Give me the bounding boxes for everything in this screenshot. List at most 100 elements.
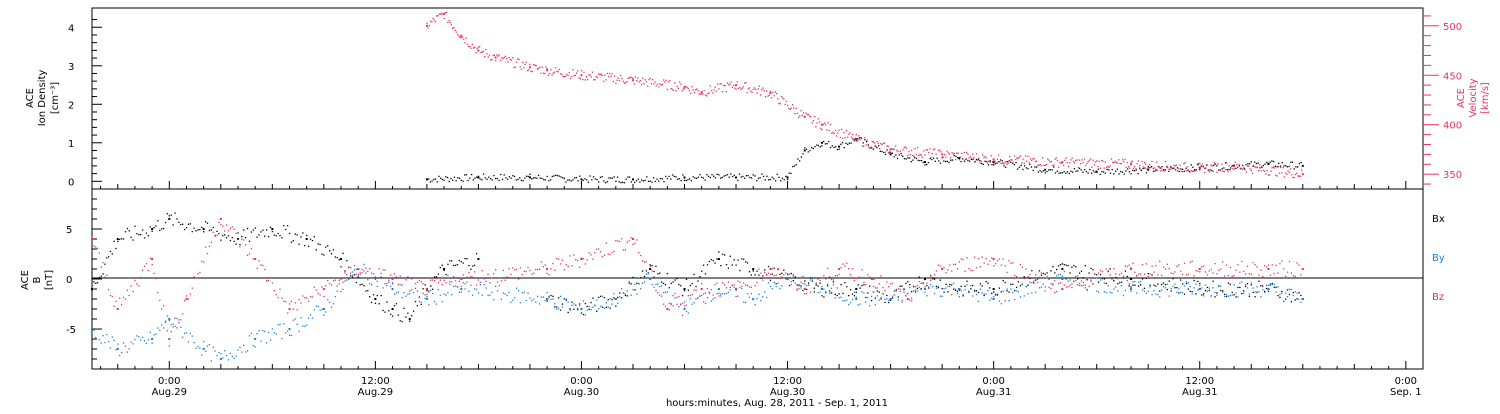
density-series-point <box>1101 170 1103 173</box>
bx-series-point <box>981 285 983 287</box>
bz-series-point <box>122 296 125 299</box>
bx-series-point <box>1256 291 1258 293</box>
bx-series-point <box>1040 274 1043 276</box>
by-series-point <box>281 337 283 340</box>
by-series-point <box>796 288 798 290</box>
bz-series-point <box>643 261 646 263</box>
bz-series-point <box>1149 273 1151 275</box>
bx-series-point <box>678 283 680 286</box>
bz-series-point <box>1111 278 1113 281</box>
bz-series-point <box>1181 273 1184 275</box>
velocity-series-point <box>477 46 480 48</box>
bx-series-point <box>254 227 256 229</box>
bx-series-point <box>111 253 113 255</box>
by-series-point <box>357 275 359 277</box>
bz-series-point <box>218 221 220 224</box>
density-series-point <box>1118 173 1120 175</box>
bx-series-point <box>1197 280 1199 283</box>
bz-series-point <box>1086 288 1088 291</box>
bx-series-point <box>100 275 102 277</box>
velocity-series-point <box>784 103 786 106</box>
by-series-point <box>630 294 632 296</box>
bz-series-point <box>1286 271 1289 273</box>
bz-series-point <box>203 261 205 263</box>
bx-series-point <box>779 273 781 276</box>
density-series-point <box>476 176 478 178</box>
bz-series-point <box>141 269 144 271</box>
bz-series-point <box>893 294 896 296</box>
by-series-point <box>886 298 888 300</box>
velocity-series-point <box>436 15 438 17</box>
bx-series-point <box>813 287 815 289</box>
velocity-series-point <box>1185 170 1187 172</box>
density-series-point <box>596 178 598 181</box>
density-series-point <box>812 147 815 150</box>
bx-series-point <box>1075 266 1077 268</box>
velocity-series-point <box>878 148 881 150</box>
by-series-point <box>632 289 634 291</box>
bz-series-point <box>246 254 249 256</box>
by-series-point <box>475 288 478 291</box>
velocity-series-point <box>1292 176 1294 179</box>
bx-series-point <box>664 284 667 286</box>
bx-series-point <box>336 256 338 259</box>
velocity-series-point <box>1061 161 1064 164</box>
by-series-point <box>170 324 172 326</box>
velocity-series-point <box>1184 162 1186 164</box>
bx-series-point <box>475 253 478 255</box>
by-series-point <box>765 296 768 299</box>
density-series-point <box>987 164 990 166</box>
by-series-point <box>489 294 491 296</box>
by-series-point <box>586 309 588 311</box>
bx-series-point <box>365 290 367 292</box>
by-series-point <box>1061 275 1064 277</box>
density-series-point <box>498 179 500 182</box>
by-series-point <box>355 268 357 271</box>
velocity-series-point <box>496 54 498 56</box>
density-series-point <box>824 143 827 145</box>
velocity-series-point <box>1064 159 1066 161</box>
velocity-series-point <box>1103 167 1105 169</box>
bx-series-point <box>653 270 655 273</box>
velocity-series-point <box>625 82 627 84</box>
by-series-point <box>246 350 249 352</box>
density-series-point <box>1185 167 1187 169</box>
density-series-point <box>677 178 679 181</box>
density-series-point <box>781 177 784 179</box>
bx-series-point <box>838 293 840 295</box>
by-series-point <box>418 300 420 303</box>
density-series-point <box>1006 161 1009 163</box>
bx-series-point <box>1012 283 1014 285</box>
bz-series-point <box>754 285 756 287</box>
by-series-point <box>1088 277 1090 279</box>
bz-series-point <box>884 289 886 292</box>
bz-series-point <box>397 283 399 286</box>
by-series-point <box>643 281 646 283</box>
bx-series-point <box>1073 264 1075 267</box>
velocity-series-point <box>655 85 657 87</box>
velocity-series-point <box>590 76 592 78</box>
velocity-series-point <box>504 55 507 57</box>
bz-series-point <box>267 279 270 282</box>
velocity-series-point <box>1087 161 1089 163</box>
bz-series-point <box>386 282 388 284</box>
velocity-series-point <box>659 83 661 85</box>
density-series-point <box>1128 171 1131 173</box>
density-series-point <box>666 177 669 180</box>
bz-series-point <box>800 281 802 283</box>
bx-series-point <box>1159 290 1161 292</box>
bx-series-point <box>130 236 132 238</box>
density-series-point <box>889 153 892 156</box>
bz-series-point <box>162 305 165 307</box>
by-series-point <box>956 292 959 295</box>
density-series-point <box>917 159 919 162</box>
density-series-point <box>1288 165 1290 168</box>
by-series-point <box>1273 283 1275 285</box>
bz-series-point <box>880 275 882 277</box>
bz-series-point <box>1006 271 1008 274</box>
density-series-point <box>1190 164 1192 166</box>
velocity-series-point <box>456 33 459 36</box>
bz-series-point <box>235 232 237 234</box>
bz-series-point <box>307 300 310 303</box>
velocity-series-point <box>626 81 628 83</box>
